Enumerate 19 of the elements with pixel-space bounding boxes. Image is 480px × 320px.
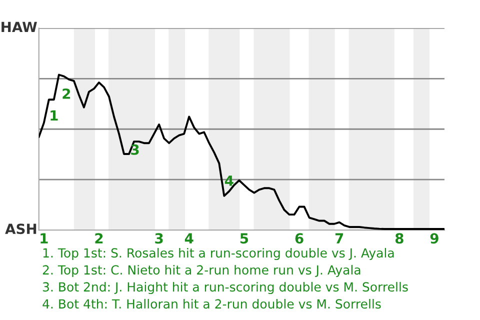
annotation: 3 xyxy=(131,144,139,155)
text: 4. Bot 4th: T. Halloran hit a 2-run double vs M. Sorrells xyxy=(42,298,381,309)
x-tick-label: 7 xyxy=(335,233,344,244)
text: 1. Top 1st: S. Rosales hit a run-scoring double vs J. Ayala xyxy=(43,248,394,260)
x-tick-label: 8 xyxy=(395,233,404,244)
text: HAW xyxy=(2,22,37,32)
x-tick-label: 2 xyxy=(95,233,103,244)
x-tick-label: 6 xyxy=(295,233,304,244)
text: 3. Bot 2nd: J. Haight hit a run-scoring double vs M. Sorrells xyxy=(42,282,408,294)
x-tick-label: 3 xyxy=(155,233,163,244)
text: 2. Top 1st: C. Nieto hit a 2-run home run vs J. Ayala xyxy=(42,264,360,278)
annotation: 2 xyxy=(62,88,70,99)
annotation: 4 xyxy=(224,176,234,186)
annotation: 1 xyxy=(50,110,58,121)
x-tick-label: 1 xyxy=(40,233,48,244)
x-tick-label: 4 xyxy=(184,233,194,244)
x-tick-label: 9 xyxy=(430,233,438,244)
text: ASH xyxy=(5,224,36,234)
x-tick-label: 5 xyxy=(240,233,248,244)
